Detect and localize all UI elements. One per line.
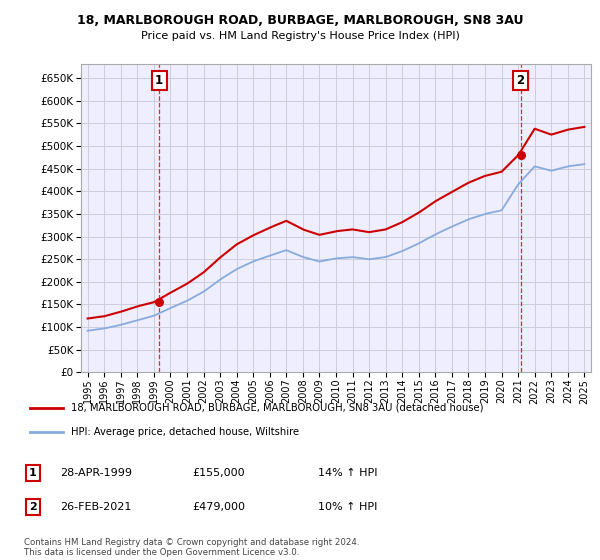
- Text: HPI: Average price, detached house, Wiltshire: HPI: Average price, detached house, Wilt…: [71, 427, 299, 437]
- Text: 28-APR-1999: 28-APR-1999: [60, 468, 132, 478]
- Text: 1: 1: [155, 74, 163, 87]
- Text: 2: 2: [29, 502, 37, 512]
- Text: £155,000: £155,000: [192, 468, 245, 478]
- Text: 18, MARLBOROUGH ROAD, BURBAGE, MARLBOROUGH, SN8 3AU: 18, MARLBOROUGH ROAD, BURBAGE, MARLBOROU…: [77, 14, 523, 27]
- Text: 2: 2: [517, 74, 524, 87]
- Text: 26-FEB-2021: 26-FEB-2021: [60, 502, 131, 512]
- Text: Contains HM Land Registry data © Crown copyright and database right 2024.
This d: Contains HM Land Registry data © Crown c…: [24, 538, 359, 557]
- Text: Price paid vs. HM Land Registry's House Price Index (HPI): Price paid vs. HM Land Registry's House …: [140, 31, 460, 41]
- Text: 14% ↑ HPI: 14% ↑ HPI: [318, 468, 377, 478]
- Text: £479,000: £479,000: [192, 502, 245, 512]
- Text: 1: 1: [29, 468, 37, 478]
- Text: 18, MARLBOROUGH ROAD, BURBAGE, MARLBOROUGH, SN8 3AU (detached house): 18, MARLBOROUGH ROAD, BURBAGE, MARLBOROU…: [71, 403, 484, 413]
- Text: 10% ↑ HPI: 10% ↑ HPI: [318, 502, 377, 512]
